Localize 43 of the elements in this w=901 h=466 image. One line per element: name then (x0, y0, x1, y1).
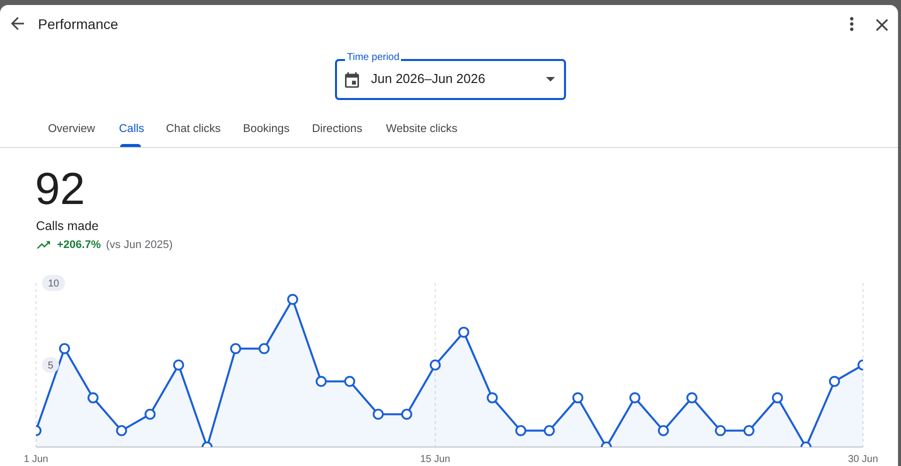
point (572, 392, 584, 404)
point (116, 425, 128, 436)
text: Website clicks (386, 122, 458, 137)
text: (vs Jun 2025) (106, 238, 173, 252)
point (458, 326, 470, 338)
point (828, 376, 840, 387)
point (430, 360, 441, 370)
text: Time period (345, 52, 402, 64)
point (772, 392, 783, 404)
point (686, 392, 698, 404)
text: Calls (119, 122, 144, 137)
x-tick-label: 15 Jun (420, 454, 450, 466)
point (515, 425, 526, 436)
point (287, 294, 298, 305)
point (59, 343, 70, 354)
text: Overview (48, 122, 96, 137)
point (544, 425, 555, 436)
point (316, 376, 327, 387)
point (401, 408, 412, 420)
text: Directions (312, 122, 362, 137)
point (743, 425, 754, 436)
point (144, 408, 156, 420)
point (714, 425, 726, 436)
point (230, 343, 242, 354)
point (372, 408, 384, 420)
point (344, 376, 356, 387)
text: Calls made (36, 218, 99, 234)
text: Bookings (243, 122, 290, 137)
point (629, 392, 640, 404)
y-tick-label: 5 (48, 360, 54, 372)
point (88, 392, 99, 404)
x-tick-label: 30 Jun (848, 454, 878, 466)
chart-title: Performance (38, 15, 118, 33)
text: Jun 2026–Jun 2026 (371, 71, 486, 87)
x-tick-label: 1 Jun (24, 454, 48, 466)
point (173, 360, 184, 370)
y-tick-label: 10 (48, 278, 60, 290)
text: +206.7% (57, 238, 101, 252)
point (486, 392, 498, 404)
point (258, 343, 270, 354)
text: Chat clicks (166, 122, 221, 137)
point (658, 425, 669, 436)
text: 92 (35, 163, 86, 214)
